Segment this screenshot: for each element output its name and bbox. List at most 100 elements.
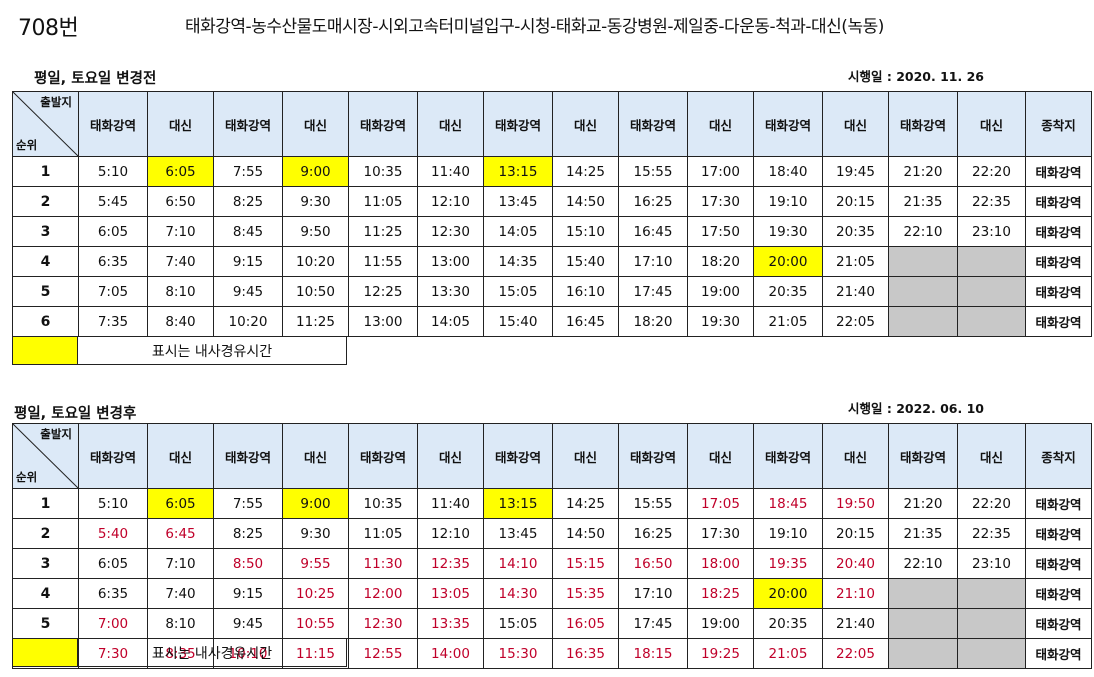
time-cell: 14:30 [483, 578, 553, 609]
time-cell: 22:35 [957, 518, 1026, 549]
time-cell: 9:45 [213, 608, 283, 639]
time-cell: 15:55 [618, 488, 688, 519]
time-cell: 6:05 [147, 156, 214, 187]
corner-origin-label: 출발지 [40, 95, 72, 109]
header-stop: 태화강역 [618, 423, 688, 489]
time-cell: 19:10 [753, 186, 823, 217]
time-cell: 8:40 [147, 306, 214, 337]
empty-cell [957, 276, 1026, 307]
time-cell: 15:30 [483, 638, 553, 669]
time-cell: 19:10 [753, 518, 823, 549]
time-cell: 7:10 [147, 548, 214, 579]
time-cell: 8:45 [213, 216, 283, 247]
destination-cell: 태화강역 [1025, 548, 1092, 579]
row-number: 1 [12, 488, 79, 519]
time-cell: 15:55 [618, 156, 688, 187]
time-cell: 6:05 [78, 548, 148, 579]
time-cell: 11:25 [348, 216, 418, 247]
row-number: 2 [12, 518, 79, 549]
time-cell: 15:05 [483, 608, 553, 639]
destination-cell: 태화강역 [1025, 186, 1092, 217]
time-cell: 6:45 [147, 518, 214, 549]
time-cell: 17:00 [687, 156, 754, 187]
time-cell: 15:15 [552, 548, 619, 579]
time-cell: 13:15 [483, 156, 553, 187]
time-cell: 13:45 [483, 518, 553, 549]
time-cell: 10:55 [282, 608, 349, 639]
time-cell: 15:40 [552, 246, 619, 277]
table-row: 2 5:45 6:50 8:25 9:30 11:05 12:10 13:45 14:50 16:… [12, 186, 1092, 217]
table-row: 1 5:10 6:05 7:55 9:00 10:35 11:40 13:15 14:25 15:… [12, 488, 1092, 519]
header-stop: 태화강역 [483, 91, 553, 157]
time-cell: 8:25 [213, 518, 283, 549]
time-cell: 23:10 [957, 216, 1026, 247]
time-cell: 8:10 [147, 608, 214, 639]
time-cell: 20:00 [753, 246, 823, 277]
empty-cell [957, 246, 1026, 277]
empty-cell [888, 276, 958, 307]
time-cell: 6:50 [147, 186, 214, 217]
time-cell: 11:30 [348, 548, 418, 579]
time-cell: 15:05 [483, 276, 553, 307]
time-cell: 9:30 [282, 518, 349, 549]
empty-cell [957, 608, 1026, 639]
corner-rank-label: 순위 [16, 138, 38, 152]
table-row: 4 6:35 7:40 9:15 10:20 11:55 13:00 14:35 15:40 17… [12, 246, 1092, 277]
time-cell: 22:35 [957, 186, 1026, 217]
time-cell: 19:30 [687, 306, 754, 337]
time-cell: 11:05 [348, 186, 418, 217]
time-cell: 12:10 [417, 186, 484, 217]
table-row: 4 6:35 7:40 9:15 10:25 12:00 13:05 14:30 15:35 17… [12, 578, 1092, 609]
empty-cell [957, 306, 1026, 337]
time-cell: 22:20 [957, 488, 1026, 519]
destination-cell: 태화강역 [1025, 276, 1092, 307]
time-cell: 10:20 [282, 246, 349, 277]
header-stop: 태화강역 [753, 91, 823, 157]
time-cell: 11:05 [348, 518, 418, 549]
time-cell: 17:10 [618, 246, 688, 277]
header-stop: 태화강역 [753, 423, 823, 489]
header-stop: 태화강역 [78, 91, 148, 157]
legend-text: 표시는 내사경유시간 [77, 638, 347, 667]
time-cell: 19:25 [687, 638, 754, 669]
table-row: 6 7:35 8:40 10:20 11:25 13:00 14:05 15:40 16:45 1… [12, 306, 1092, 337]
section-title-before: 평일, 토요일 변경전 [34, 71, 157, 87]
time-cell: 10:35 [348, 156, 418, 187]
time-cell: 7:40 [147, 246, 214, 277]
time-cell: 12:10 [417, 518, 484, 549]
timetable-before: 출발지 순위 태화강역 대신 태화강역 대신 태화강역 대신 태화강역 대신 태화강역 대신 태화강역 대… [12, 91, 1092, 337]
time-cell: 7:05 [78, 276, 148, 307]
table-row: 1 5:10 6:05 7:55 9:00 10:35 11:40 13:15 14:25 15:… [12, 156, 1092, 187]
time-cell: 19:45 [822, 156, 889, 187]
time-cell: 16:35 [552, 638, 619, 669]
time-cell: 9:55 [282, 548, 349, 579]
time-cell: 16:45 [618, 216, 688, 247]
time-cell: 17:45 [618, 608, 688, 639]
row-number: 6 [12, 306, 79, 337]
time-cell: 5:10 [78, 156, 148, 187]
time-cell: 16:10 [552, 276, 619, 307]
time-cell: 20:35 [753, 276, 823, 307]
time-cell: 13:15 [483, 488, 553, 519]
time-cell: 22:10 [888, 548, 958, 579]
table-row: 3 6:05 7:10 8:45 9:50 11:25 12:30 14:05 15:10 16:… [12, 216, 1092, 247]
header-stop: 대신 [822, 91, 889, 157]
time-cell: 6:05 [78, 216, 148, 247]
row-number: 2 [12, 186, 79, 217]
time-cell: 11:55 [348, 246, 418, 277]
legend-text: 표시는 내사경유시간 [77, 336, 347, 365]
header-stop: 대신 [282, 91, 349, 157]
time-cell: 13:05 [417, 578, 484, 609]
time-cell: 20:00 [753, 578, 823, 609]
destination-cell: 태화강역 [1025, 578, 1092, 609]
bus-number: 708번 [18, 16, 79, 41]
legend-before: 표시는 내사경유시간 [12, 336, 347, 365]
time-cell: 12:55 [348, 638, 418, 669]
header-destination: 종착지 [1025, 91, 1092, 157]
time-cell: 15:40 [483, 306, 553, 337]
time-cell: 17:10 [618, 578, 688, 609]
corner-rank-label: 순위 [16, 470, 38, 484]
time-cell: 14:25 [552, 156, 619, 187]
empty-cell [888, 246, 958, 277]
corner-origin-label: 출발지 [40, 427, 72, 441]
